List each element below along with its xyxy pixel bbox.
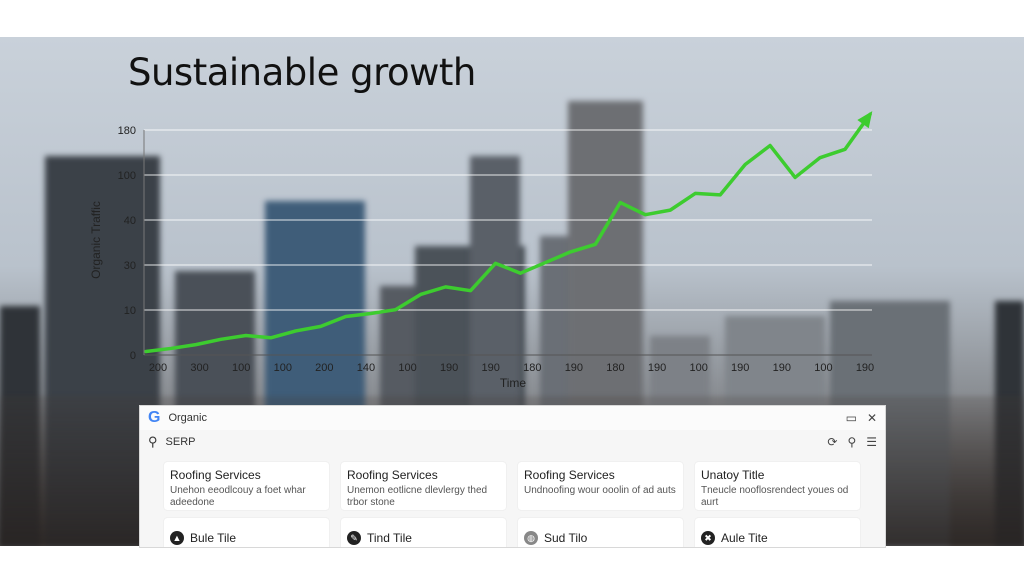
result-title[interactable]: Roofing Services (524, 468, 615, 482)
result-card[interactable]: Roofing Services Unehon eeodlcouy a foet… (164, 462, 329, 510)
result-desc: Unehon eeodlcouy a foet whar adeedone (170, 485, 306, 508)
chart-title: Sustainable growth (128, 51, 476, 94)
x-tick-label: 190 (731, 362, 749, 374)
result-title[interactable]: Tind Tile (367, 531, 412, 545)
result-card[interactable]: ✎ Tind Tile (341, 518, 506, 547)
result-card[interactable]: Roofing Services Unemon eotlicne dlevler… (341, 462, 506, 510)
result-card[interactable]: ✖ Aule Tite (695, 518, 860, 547)
x-tick-label: 100 (398, 362, 416, 374)
x-tick-label: 190 (482, 362, 500, 374)
x-tick-label: 100 (689, 362, 707, 374)
y-tick-label: 100 (118, 170, 136, 182)
trend-arrow-head (857, 111, 873, 129)
x-tick-label: 190 (648, 362, 666, 374)
result-title[interactable]: Roofing Services (347, 468, 438, 482)
favicon-icon: ▲ (170, 531, 184, 545)
y-tick-label: 40 (124, 215, 136, 227)
x-tick-label: 190 (856, 362, 874, 374)
x-tick-label: 200 (149, 362, 167, 374)
y-tick-label: 10 (124, 305, 136, 317)
x-tick-label: 190 (440, 362, 458, 374)
result-title[interactable]: Aule Tite (721, 531, 768, 545)
search-icon: ⚲ (148, 434, 158, 449)
series-line (144, 112, 872, 354)
result-title[interactable]: Bule Tile (190, 531, 237, 545)
search-query[interactable]: SERP (165, 436, 196, 448)
result-title[interactable]: Sud Tilo (544, 531, 588, 545)
result-card[interactable]: ◍ Sud Tilo (518, 518, 683, 547)
google-logo-icon: G (148, 409, 161, 426)
result-title[interactable]: Roofing Services (170, 468, 261, 482)
x-tick-label: 100 (274, 362, 292, 374)
x-tick-label: 180 (523, 362, 541, 374)
result-desc: Tneucle nooflosrendect youes od aurt (701, 485, 849, 508)
result-cards: Roofing Services Unehon eeodlcouy a foet… (140, 454, 885, 547)
minimize-icon[interactable]: ▭ (845, 411, 857, 425)
y-tick-label: 180 (118, 125, 136, 137)
account-icon[interactable]: ☰ (866, 435, 877, 449)
x-tick-label: 180 (606, 362, 624, 374)
x-tick-label: 300 (190, 362, 208, 374)
refresh-icon[interactable]: ⟳ (827, 435, 838, 449)
x-tick-label: 200 (315, 362, 333, 374)
x-tick-label: 190 (565, 362, 583, 374)
close-icon[interactable]: ✕ (866, 411, 877, 425)
y-tick-label: 30 (124, 260, 136, 272)
y-axis-label: Organic Traffic (89, 201, 103, 279)
favicon-icon: ◍ (524, 531, 538, 545)
x-axis-label: Time (500, 376, 527, 390)
x-tick-label: 100 (814, 362, 832, 374)
serp-titlebar: G Organic ▭ ✕ (140, 406, 885, 430)
result-card[interactable]: ▲ Bule Tile (164, 518, 329, 547)
x-tick-label: 100 (232, 362, 250, 374)
search-bar[interactable]: ⚲ SERP ⟳ ⚲ ☰ (140, 430, 885, 454)
search-tool-icon[interactable]: ⚲ (847, 435, 857, 449)
result-card[interactable]: Roofing Services Undnoofing wour ooolin … (518, 462, 683, 510)
result-title[interactable]: Unatoy Title (701, 468, 765, 482)
tab-label[interactable]: Organic (168, 412, 207, 424)
favicon-icon: ✎ (347, 531, 361, 545)
favicon-icon: ✖ (701, 531, 715, 545)
result-desc: Undnoofing wour ooolin of ad auts (524, 485, 676, 496)
x-tick-label: 190 (773, 362, 791, 374)
serp-window: G Organic ▭ ✕ ⚲ SERP ⟳ ⚲ ☰ Roofing Servi… (139, 405, 886, 548)
y-tick-label: 0 (130, 350, 136, 362)
result-desc: Unemon eotlicne dlevlergy thed trbor sto… (347, 485, 488, 508)
x-tick-label: 140 (357, 362, 375, 374)
result-card[interactable]: Unatoy Title Tneucle nooflosrendect youe… (695, 462, 860, 510)
